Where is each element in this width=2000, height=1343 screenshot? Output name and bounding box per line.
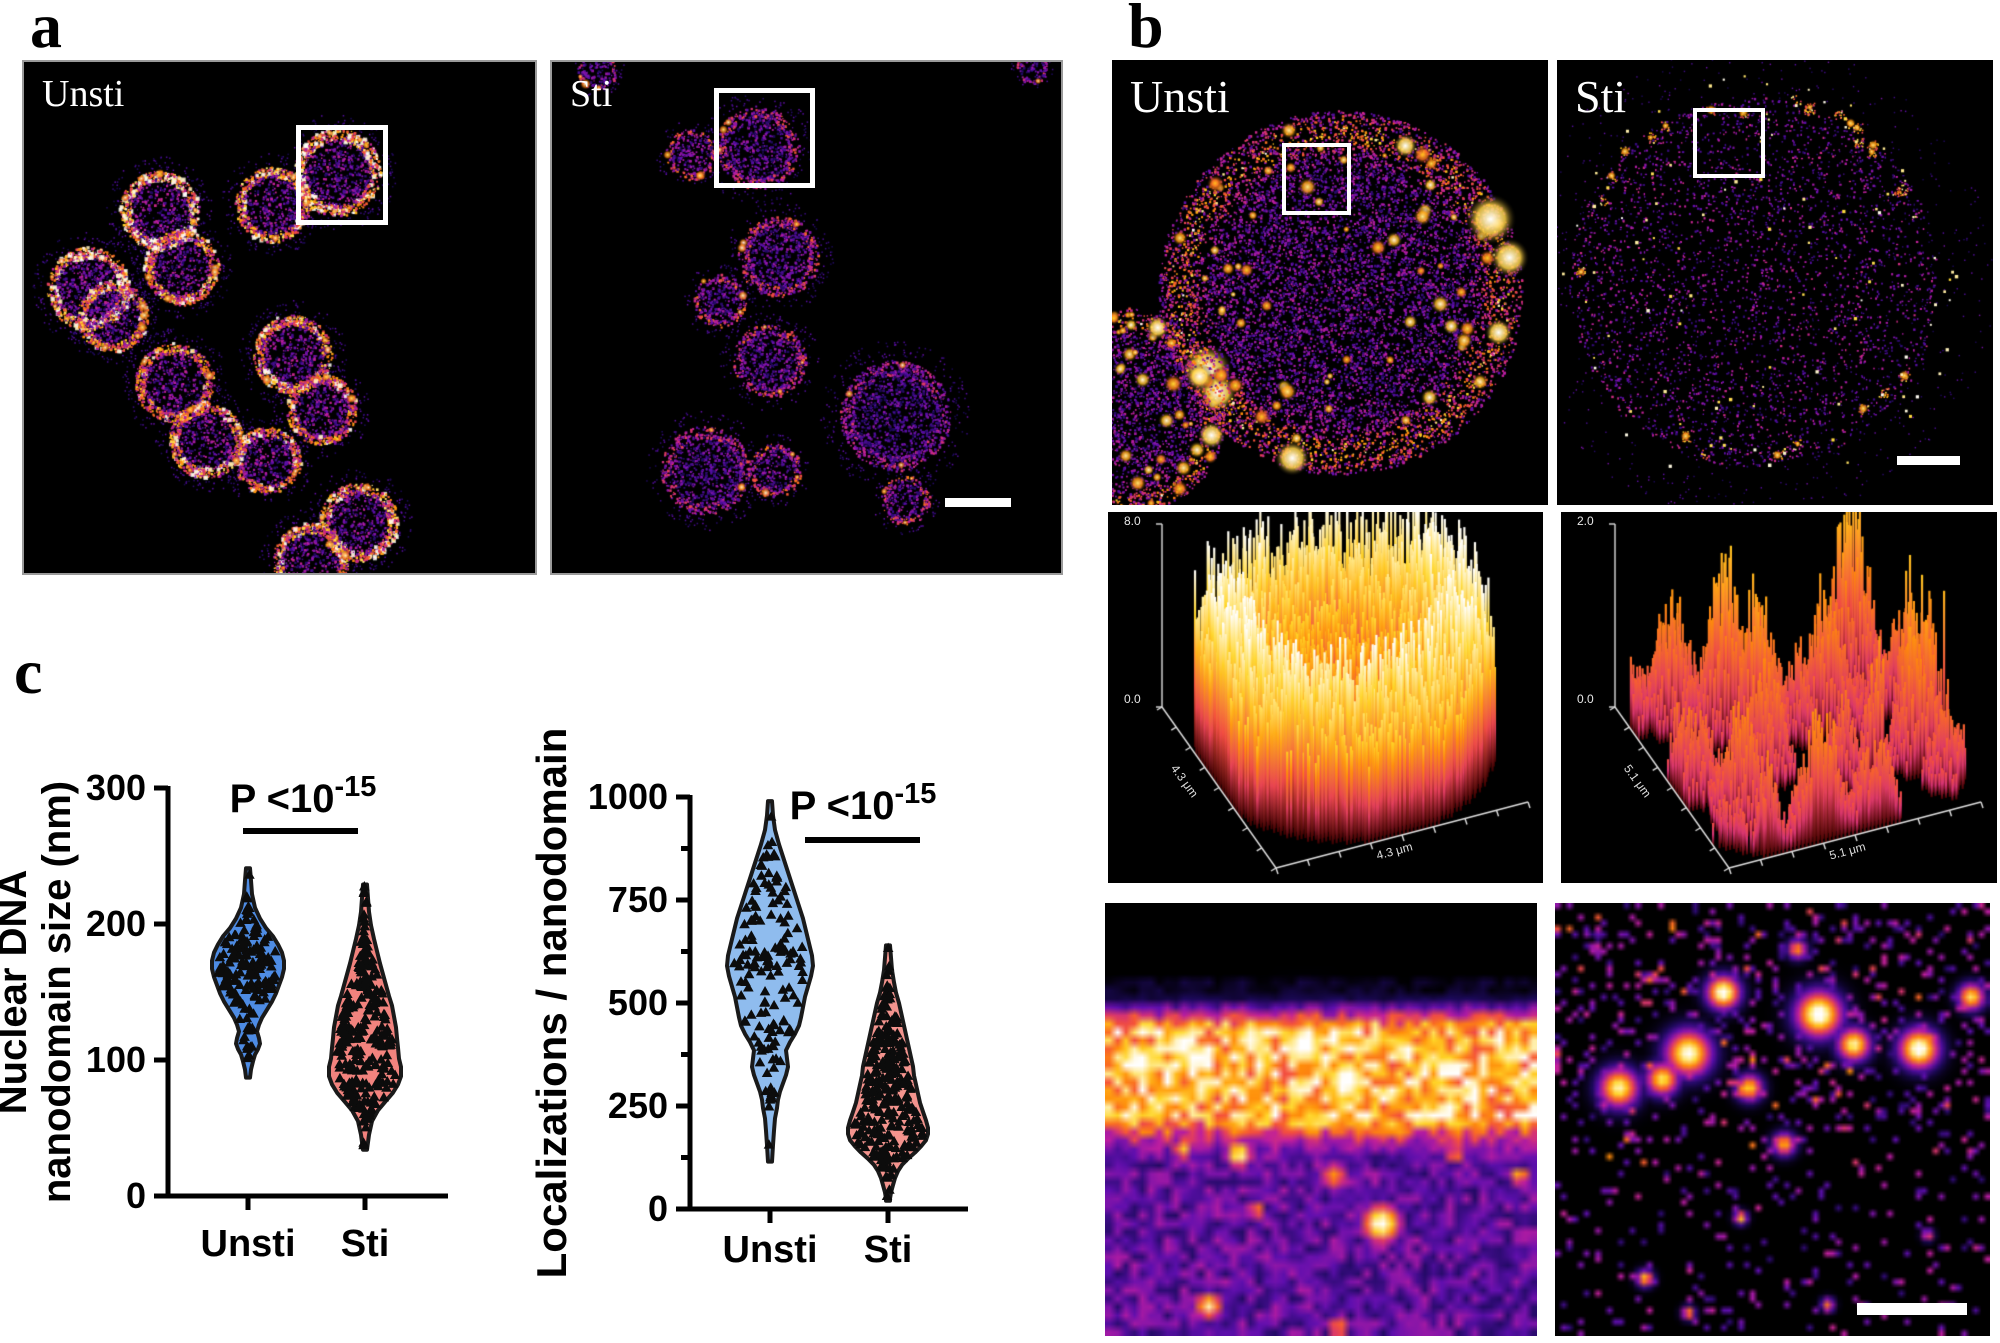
y-tick-label: 1000 bbox=[588, 776, 668, 817]
y-tick-label: 0 bbox=[648, 1188, 668, 1229]
y-tick-label: 0 bbox=[126, 1175, 146, 1216]
sti-overview-label: Sti bbox=[570, 73, 613, 115]
violin-markers bbox=[212, 869, 281, 1063]
category-label: Sti bbox=[341, 1223, 390, 1265]
y-tick-label: 250 bbox=[608, 1085, 668, 1126]
unsti-overview-label: Unsti bbox=[42, 73, 125, 115]
sti-cell-label: Sti bbox=[1575, 71, 1627, 122]
violin-markers bbox=[849, 942, 928, 1201]
roi-box bbox=[296, 125, 388, 225]
violin-unsti bbox=[725, 799, 815, 1164]
unsti-closeup-canvas bbox=[1105, 903, 1537, 1336]
y-tick-label: 500 bbox=[608, 982, 668, 1023]
category-label: Sti bbox=[864, 1229, 913, 1271]
violin-markers bbox=[331, 881, 401, 1150]
sti-surface-zmin: 0.0 bbox=[1577, 692, 1594, 706]
scale-bar bbox=[1897, 456, 1960, 465]
scale-bar bbox=[945, 498, 1011, 507]
p-value-annotation: P <10-15 bbox=[790, 778, 937, 828]
unsti-surface-zmax: 8.0 bbox=[1124, 514, 1141, 528]
p-value-annotation: P <10-15 bbox=[230, 771, 377, 821]
roi-box bbox=[714, 88, 815, 188]
localizations-violin-chart: 0 250 500 750 1000 Unsti Sti Localizations / na… bbox=[520, 700, 1020, 1320]
panel-b-letter: b bbox=[1128, 0, 1164, 61]
sti-overview-canvas bbox=[552, 62, 1061, 573]
nanodomain-size-violin-chart: 0 100 200 300 Unsti Sti Nuclear DNA nanodomain … bbox=[0, 700, 480, 1320]
roi-box bbox=[1282, 143, 1351, 215]
category-label: Unsti bbox=[201, 1223, 296, 1265]
sti-surface-canvas bbox=[1561, 512, 1997, 883]
unsti-closeup-image bbox=[1105, 903, 1537, 1336]
y-tick-label: 200 bbox=[86, 903, 146, 944]
panel-a-letter: a bbox=[30, 0, 62, 61]
sti-surface-plot: 2.0 0.0 5.1 μm 5.1 μm bbox=[1561, 512, 1997, 883]
sti-overview-image: Sti bbox=[550, 60, 1063, 575]
y-axis-title: nanodomain size (nm) bbox=[35, 781, 79, 1203]
scale-bar bbox=[1857, 1303, 1967, 1315]
unsti-surface-canvas bbox=[1108, 512, 1543, 883]
unsti-overview-canvas bbox=[24, 62, 535, 573]
sti-cell-image: Sti bbox=[1557, 60, 1993, 505]
roi-box bbox=[1693, 108, 1765, 178]
sti-closeup-canvas bbox=[1555, 903, 1990, 1336]
sti-cell-canvas bbox=[1557, 60, 1993, 505]
y-tick-label: 100 bbox=[86, 1039, 146, 1080]
sti-surface-zmax: 2.0 bbox=[1577, 514, 1594, 528]
sti-closeup-image bbox=[1555, 903, 1990, 1336]
y-axis-title: Nuclear DNA bbox=[0, 870, 35, 1115]
category-label: Unsti bbox=[723, 1229, 818, 1271]
y-tick-label: 750 bbox=[608, 879, 668, 920]
violin-markers bbox=[729, 811, 808, 1149]
unsti-cell-canvas bbox=[1112, 60, 1548, 505]
y-axis-title: Localizations / nanodomain bbox=[528, 728, 575, 1279]
unsti-cell-image: Unsti bbox=[1112, 60, 1548, 505]
unsti-surface-zmin: 0.0 bbox=[1124, 692, 1141, 706]
y-tick-label: 300 bbox=[86, 767, 146, 808]
unsti-surface-plot: 8.0 0.0 4.3 μm 4.3 μm bbox=[1108, 512, 1543, 883]
panel-c-letter: c bbox=[14, 636, 43, 707]
unsti-cell-label: Unsti bbox=[1130, 71, 1230, 122]
unsti-overview-image: Unsti bbox=[22, 60, 537, 575]
